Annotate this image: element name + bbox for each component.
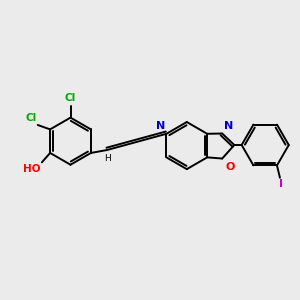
Text: H: H (104, 154, 111, 163)
Text: N: N (224, 121, 233, 130)
Text: HO: HO (23, 164, 40, 174)
Text: Cl: Cl (25, 113, 36, 124)
Text: I: I (278, 179, 283, 189)
Text: Cl: Cl (65, 94, 76, 103)
Text: O: O (225, 162, 235, 172)
Text: N: N (157, 121, 166, 131)
